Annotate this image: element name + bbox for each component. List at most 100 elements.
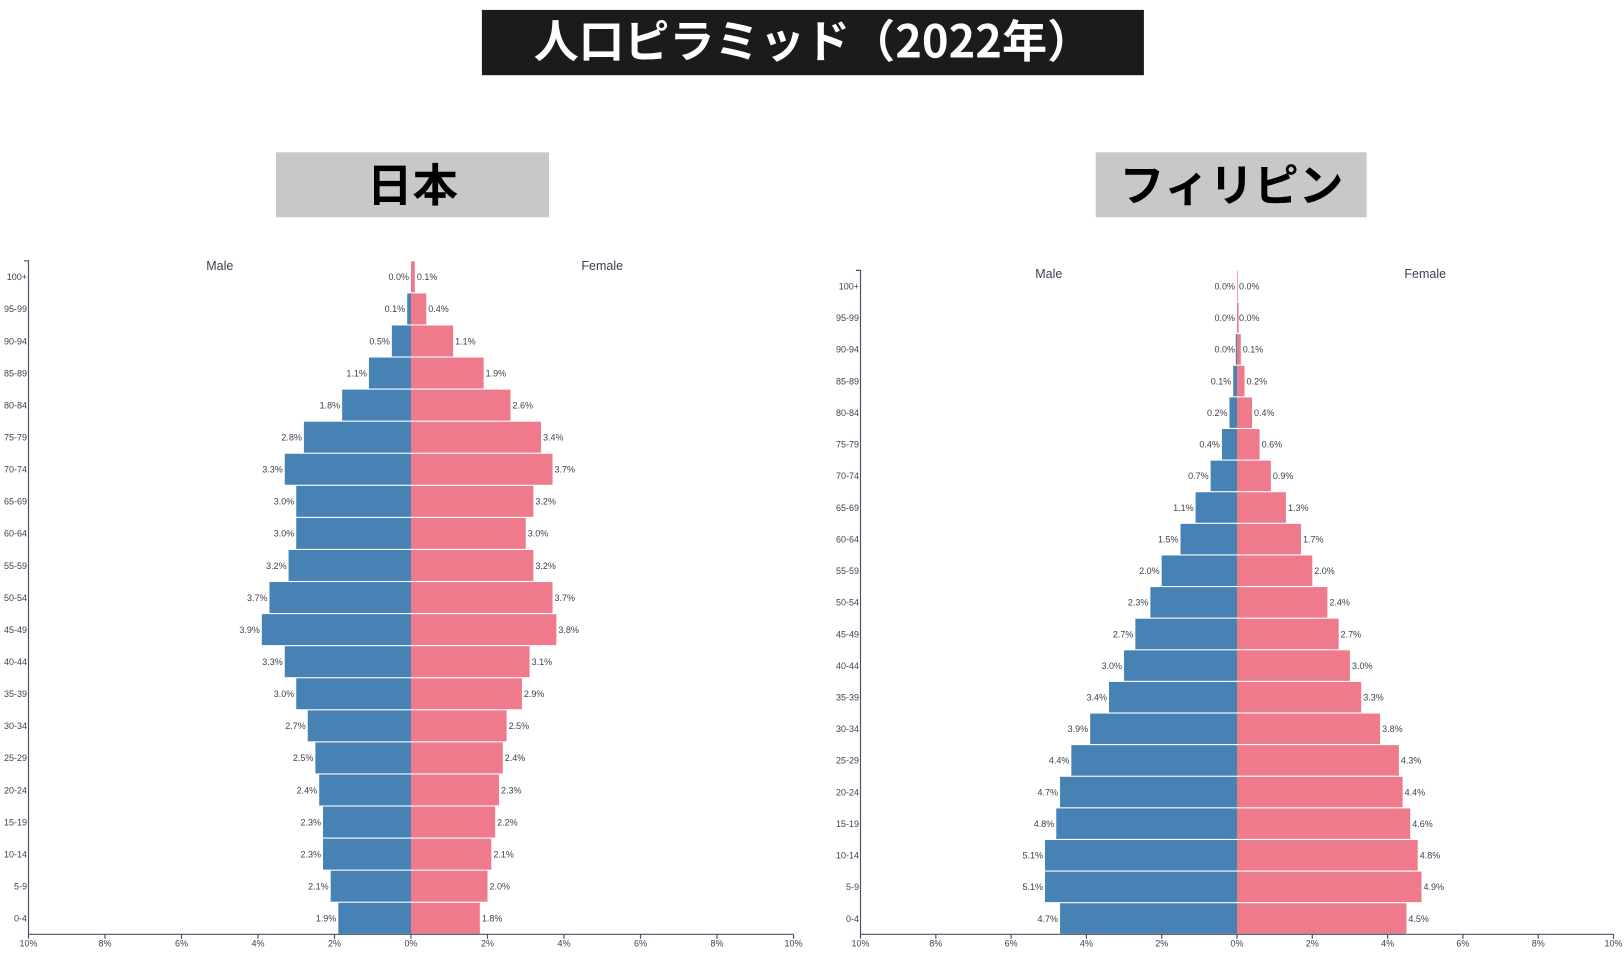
svg-text:6%: 6% (1005, 939, 1018, 949)
svg-text:2.1%: 2.1% (308, 881, 329, 891)
svg-text:1.1%: 1.1% (455, 336, 476, 346)
svg-text:3.0%: 3.0% (274, 689, 295, 699)
svg-text:5.1%: 5.1% (1022, 882, 1043, 892)
svg-text:2.5%: 2.5% (509, 721, 530, 731)
svg-text:85-89: 85-89 (4, 368, 27, 378)
svg-text:3.7%: 3.7% (555, 465, 576, 475)
svg-text:8%: 8% (1532, 939, 1545, 949)
svg-text:0.4%: 0.4% (428, 304, 449, 314)
svg-text:4.7%: 4.7% (1038, 787, 1059, 797)
svg-text:4%: 4% (557, 939, 570, 949)
svg-text:3.3%: 3.3% (1363, 692, 1384, 702)
svg-text:3.2%: 3.2% (535, 561, 556, 571)
svg-text:0.4%: 0.4% (1254, 408, 1275, 418)
svg-text:2.4%: 2.4% (505, 753, 526, 763)
svg-text:2.2%: 2.2% (497, 817, 518, 827)
svg-text:1.5%: 1.5% (1158, 534, 1179, 544)
svg-text:3.1%: 3.1% (532, 657, 553, 667)
svg-text:2.5%: 2.5% (293, 753, 314, 763)
svg-text:4.3%: 4.3% (1401, 756, 1422, 766)
svg-text:40-44: 40-44 (836, 661, 859, 671)
svg-text:0.1%: 0.1% (385, 304, 406, 314)
svg-text:65-69: 65-69 (836, 503, 859, 513)
svg-text:2.6%: 2.6% (512, 400, 533, 410)
svg-text:2.3%: 2.3% (301, 849, 322, 859)
svg-text:2.7%: 2.7% (285, 721, 306, 731)
svg-text:3.4%: 3.4% (543, 432, 564, 442)
svg-text:0.4%: 0.4% (1199, 440, 1220, 450)
svg-text:1.9%: 1.9% (316, 914, 337, 924)
svg-text:4.6%: 4.6% (1412, 819, 1433, 829)
svg-text:0.0%: 0.0% (1239, 282, 1260, 292)
svg-text:55-59: 55-59 (836, 566, 859, 576)
svg-text:4.4%: 4.4% (1049, 756, 1070, 766)
svg-text:0-4: 0-4 (14, 914, 27, 924)
svg-text:2.8%: 2.8% (281, 432, 302, 442)
svg-text:8%: 8% (98, 939, 111, 949)
svg-text:2%: 2% (328, 939, 341, 949)
svg-text:2.3%: 2.3% (501, 785, 522, 795)
svg-text:65-69: 65-69 (4, 497, 27, 507)
svg-text:4.5%: 4.5% (1408, 914, 1429, 924)
svg-text:3.7%: 3.7% (247, 593, 268, 603)
svg-text:8%: 8% (710, 939, 723, 949)
svg-text:45-49: 45-49 (4, 625, 27, 635)
svg-text:2.7%: 2.7% (1341, 629, 1362, 639)
svg-text:60-64: 60-64 (836, 534, 859, 544)
svg-text:95-99: 95-99 (4, 304, 27, 314)
svg-text:25-29: 25-29 (836, 756, 859, 766)
svg-text:0.0%: 0.0% (1239, 313, 1260, 323)
svg-text:1.9%: 1.9% (486, 368, 507, 378)
svg-text:2.0%: 2.0% (490, 881, 511, 891)
svg-text:1.1%: 1.1% (1173, 503, 1194, 513)
svg-text:20-24: 20-24 (836, 787, 859, 797)
svg-text:3.0%: 3.0% (274, 497, 295, 507)
svg-text:75-79: 75-79 (4, 432, 27, 442)
svg-text:0.1%: 0.1% (1243, 345, 1264, 355)
svg-text:5-9: 5-9 (846, 882, 859, 892)
svg-text:10%: 10% (851, 939, 869, 949)
svg-text:80-84: 80-84 (4, 400, 27, 410)
svg-text:1.1%: 1.1% (346, 368, 367, 378)
svg-text:1.8%: 1.8% (320, 400, 341, 410)
svg-text:3.7%: 3.7% (555, 593, 576, 603)
svg-text:3.0%: 3.0% (1102, 661, 1123, 671)
svg-text:5-9: 5-9 (14, 881, 27, 891)
svg-text:10%: 10% (1604, 939, 1622, 949)
svg-text:70-74: 70-74 (4, 465, 27, 475)
svg-text:70-74: 70-74 (836, 471, 859, 481)
svg-text:2.4%: 2.4% (297, 785, 318, 795)
svg-text:3.9%: 3.9% (1068, 724, 1089, 734)
svg-text:35-39: 35-39 (4, 689, 27, 699)
svg-text:3.3%: 3.3% (262, 465, 283, 475)
svg-text:8%: 8% (929, 939, 942, 949)
svg-text:0%: 0% (1230, 939, 1243, 949)
svg-text:4.7%: 4.7% (1038, 914, 1059, 924)
svg-text:30-34: 30-34 (4, 721, 27, 731)
svg-text:2%: 2% (481, 939, 494, 949)
svg-text:55-59: 55-59 (4, 561, 27, 571)
svg-text:2.9%: 2.9% (524, 689, 545, 699)
svg-text:10-14: 10-14 (4, 849, 27, 859)
svg-text:3.2%: 3.2% (535, 497, 556, 507)
svg-text:15-19: 15-19 (836, 819, 859, 829)
svg-text:Male: Male (206, 259, 233, 273)
svg-text:6%: 6% (1456, 939, 1469, 949)
svg-text:2%: 2% (1155, 939, 1168, 949)
svg-text:0%: 0% (404, 939, 417, 949)
svg-text:10%: 10% (19, 939, 37, 949)
svg-text:0.0%: 0.0% (388, 272, 409, 282)
svg-text:2.0%: 2.0% (1139, 566, 1160, 576)
svg-text:2.0%: 2.0% (1314, 566, 1335, 576)
svg-text:4%: 4% (251, 939, 264, 949)
svg-text:100+: 100+ (7, 272, 27, 282)
svg-text:2.4%: 2.4% (1329, 598, 1350, 608)
svg-text:6%: 6% (634, 939, 647, 949)
svg-text:10-14: 10-14 (836, 851, 859, 861)
svg-text:0.6%: 0.6% (1262, 440, 1283, 450)
svg-text:0.1%: 0.1% (417, 272, 438, 282)
svg-text:3.0%: 3.0% (274, 529, 295, 539)
svg-text:4.9%: 4.9% (1423, 882, 1444, 892)
svg-text:5.1%: 5.1% (1022, 851, 1043, 861)
svg-text:0.0%: 0.0% (1214, 282, 1235, 292)
